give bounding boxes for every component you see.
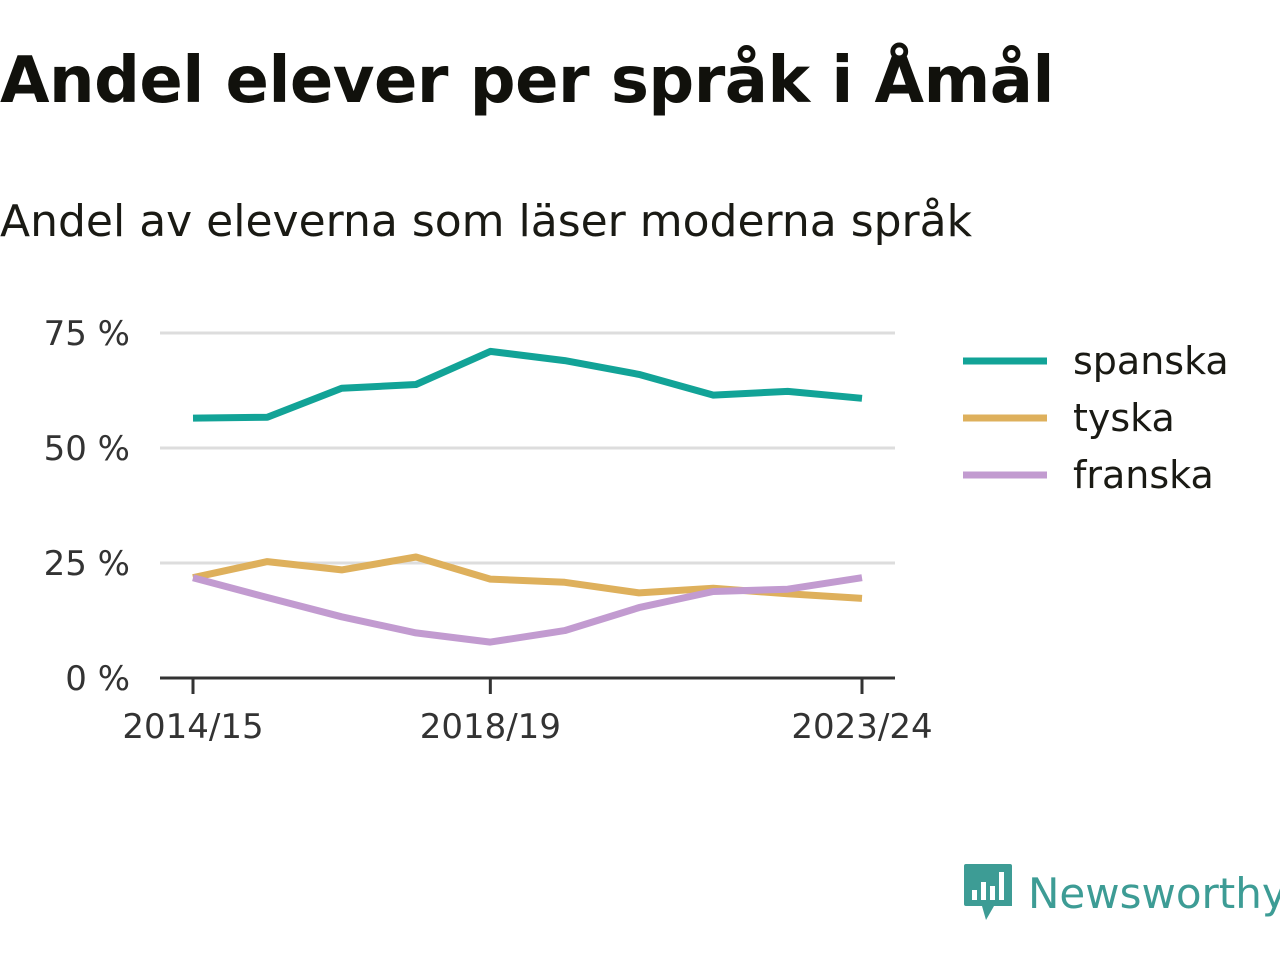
brand-name: Newsworthy: [1028, 868, 1280, 918]
line-chart: 0 % 25 % 50 % 75 % 2014/15 2018/19 2023/24 sp…: [44, 314, 1229, 747]
y-tick-label: 75 %: [44, 314, 130, 354]
series-lines: [192, 347, 863, 646]
y-axis-ticks: 0 % 25 % 50 % 75 %: [44, 314, 130, 699]
legend: spanska tyska franska: [963, 339, 1229, 497]
chart-subtitle: Andel av eleverna som läser moderna språ…: [0, 196, 973, 247]
x-tick-label: 2018/19: [420, 707, 561, 747]
legend-label-franska: franska: [1073, 453, 1214, 497]
x-axis-ticks: 2014/15 2018/19 2023/24: [122, 678, 933, 747]
series-line-franska: [192, 574, 863, 646]
x-tick-label: 2014/15: [122, 707, 263, 747]
y-tick-label: 0 %: [65, 659, 130, 699]
series-line-spanska: [192, 347, 863, 422]
grid-lines: [160, 331, 895, 565]
legend-label-spanska: spanska: [1073, 339, 1229, 383]
y-tick-label: 25 %: [44, 544, 130, 584]
newsworthy-logo: Newsworthy: [962, 862, 1280, 924]
chart-title: Andel elever per språk i Åmål: [0, 44, 1054, 118]
y-tick-label: 50 %: [44, 429, 130, 469]
legend-label-tyska: tyska: [1073, 396, 1175, 440]
x-tick-label: 2023/24: [791, 707, 932, 747]
newsworthy-logo-icon: [964, 864, 1012, 920]
